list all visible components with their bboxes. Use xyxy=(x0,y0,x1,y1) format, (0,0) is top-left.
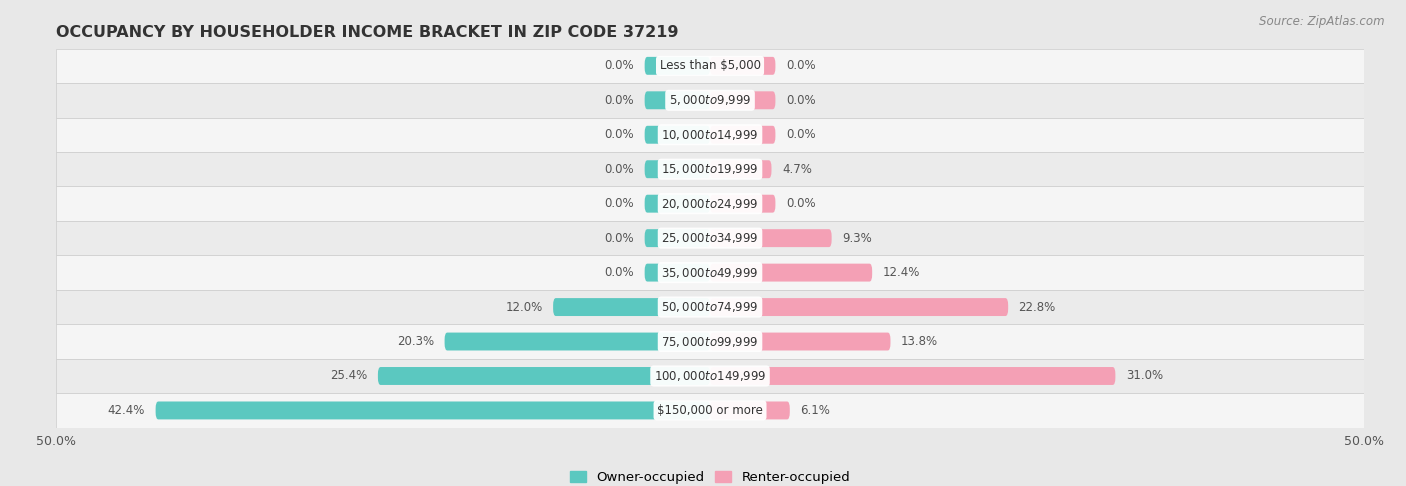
Text: $5,000 to $9,999: $5,000 to $9,999 xyxy=(669,93,751,107)
FancyBboxPatch shape xyxy=(710,195,776,213)
Text: 0.0%: 0.0% xyxy=(605,232,634,244)
Text: $10,000 to $14,999: $10,000 to $14,999 xyxy=(661,128,759,142)
Text: 31.0%: 31.0% xyxy=(1126,369,1163,382)
Text: $15,000 to $19,999: $15,000 to $19,999 xyxy=(661,162,759,176)
Text: 13.8%: 13.8% xyxy=(901,335,938,348)
FancyBboxPatch shape xyxy=(378,367,710,385)
FancyBboxPatch shape xyxy=(56,49,1364,83)
FancyBboxPatch shape xyxy=(644,263,710,281)
Text: 0.0%: 0.0% xyxy=(605,128,634,141)
FancyBboxPatch shape xyxy=(644,57,710,75)
FancyBboxPatch shape xyxy=(710,332,890,350)
FancyBboxPatch shape xyxy=(56,255,1364,290)
FancyBboxPatch shape xyxy=(710,91,776,109)
Text: $20,000 to $24,999: $20,000 to $24,999 xyxy=(661,197,759,210)
FancyBboxPatch shape xyxy=(56,152,1364,187)
Text: 0.0%: 0.0% xyxy=(786,94,815,107)
FancyBboxPatch shape xyxy=(56,83,1364,118)
Text: $35,000 to $49,999: $35,000 to $49,999 xyxy=(661,266,759,279)
Text: 0.0%: 0.0% xyxy=(605,59,634,72)
Text: 12.0%: 12.0% xyxy=(505,300,543,313)
Text: 0.0%: 0.0% xyxy=(605,197,634,210)
Text: Less than $5,000: Less than $5,000 xyxy=(659,59,761,72)
Text: 0.0%: 0.0% xyxy=(786,59,815,72)
Text: 12.4%: 12.4% xyxy=(883,266,920,279)
FancyBboxPatch shape xyxy=(644,229,710,247)
Text: $100,000 to $149,999: $100,000 to $149,999 xyxy=(654,369,766,383)
Text: 20.3%: 20.3% xyxy=(396,335,434,348)
FancyBboxPatch shape xyxy=(710,229,831,247)
Text: 0.0%: 0.0% xyxy=(786,197,815,210)
Text: 22.8%: 22.8% xyxy=(1018,300,1056,313)
Text: $75,000 to $99,999: $75,000 to $99,999 xyxy=(661,334,759,348)
FancyBboxPatch shape xyxy=(56,221,1364,255)
FancyBboxPatch shape xyxy=(56,393,1364,428)
FancyBboxPatch shape xyxy=(56,118,1364,152)
FancyBboxPatch shape xyxy=(710,160,772,178)
FancyBboxPatch shape xyxy=(553,298,710,316)
FancyBboxPatch shape xyxy=(644,195,710,213)
Legend: Owner-occupied, Renter-occupied: Owner-occupied, Renter-occupied xyxy=(565,466,855,486)
Text: 42.4%: 42.4% xyxy=(108,404,145,417)
FancyBboxPatch shape xyxy=(56,187,1364,221)
FancyBboxPatch shape xyxy=(710,126,776,144)
FancyBboxPatch shape xyxy=(710,298,1008,316)
Text: 9.3%: 9.3% xyxy=(842,232,872,244)
FancyBboxPatch shape xyxy=(710,263,872,281)
Text: 6.1%: 6.1% xyxy=(800,404,830,417)
Text: 25.4%: 25.4% xyxy=(330,369,367,382)
Text: OCCUPANCY BY HOUSEHOLDER INCOME BRACKET IN ZIP CODE 37219: OCCUPANCY BY HOUSEHOLDER INCOME BRACKET … xyxy=(56,25,679,40)
Text: $150,000 or more: $150,000 or more xyxy=(657,404,763,417)
Text: 4.7%: 4.7% xyxy=(782,163,811,176)
Text: Source: ZipAtlas.com: Source: ZipAtlas.com xyxy=(1260,15,1385,28)
FancyBboxPatch shape xyxy=(444,332,710,350)
FancyBboxPatch shape xyxy=(644,126,710,144)
FancyBboxPatch shape xyxy=(710,367,1115,385)
FancyBboxPatch shape xyxy=(56,290,1364,324)
Text: 0.0%: 0.0% xyxy=(605,94,634,107)
FancyBboxPatch shape xyxy=(710,57,776,75)
Text: $25,000 to $34,999: $25,000 to $34,999 xyxy=(661,231,759,245)
FancyBboxPatch shape xyxy=(644,160,710,178)
FancyBboxPatch shape xyxy=(644,91,710,109)
Text: 0.0%: 0.0% xyxy=(786,128,815,141)
Text: $50,000 to $74,999: $50,000 to $74,999 xyxy=(661,300,759,314)
FancyBboxPatch shape xyxy=(56,324,1364,359)
FancyBboxPatch shape xyxy=(156,401,710,419)
Text: 0.0%: 0.0% xyxy=(605,266,634,279)
FancyBboxPatch shape xyxy=(710,401,790,419)
FancyBboxPatch shape xyxy=(56,359,1364,393)
Text: 0.0%: 0.0% xyxy=(605,163,634,176)
